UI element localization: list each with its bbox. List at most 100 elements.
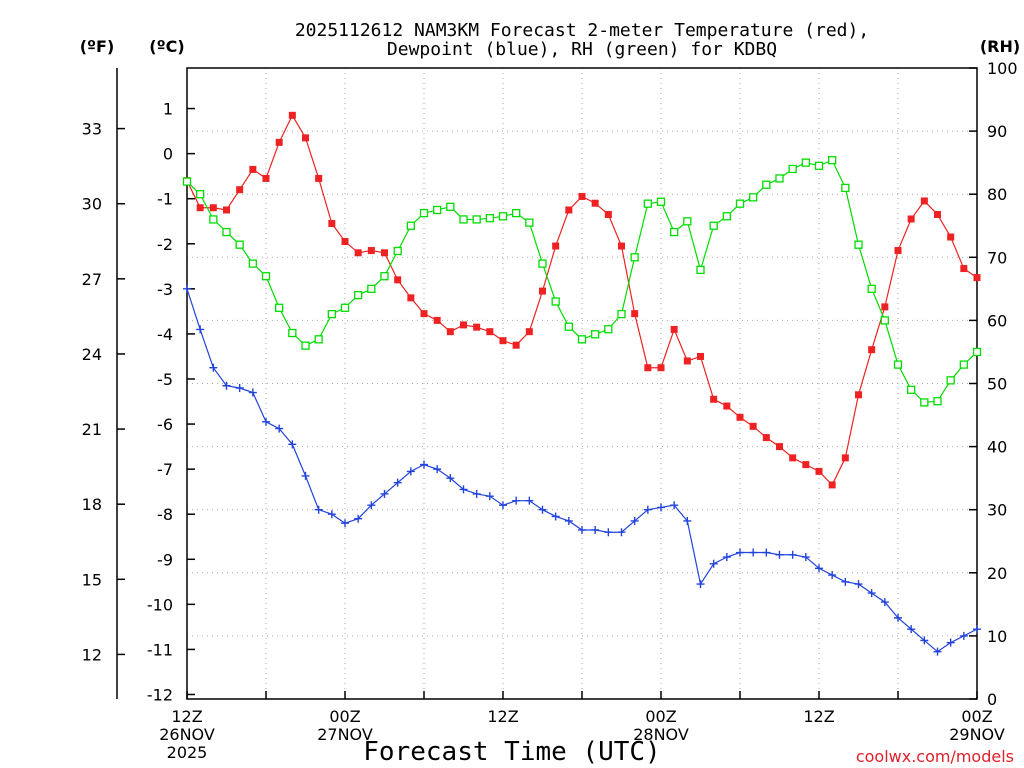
rh-point xyxy=(696,265,705,275)
celsius-tick-label: -11 xyxy=(147,640,173,659)
fahrenheit-tick-label: 18 xyxy=(82,495,102,514)
dewpoint-point xyxy=(736,548,744,557)
rh-point xyxy=(472,215,481,224)
axes xyxy=(116,67,978,700)
dewpoint-point xyxy=(183,284,191,293)
dewpoint-point xyxy=(459,485,468,494)
temperature-point xyxy=(473,323,481,331)
rh-tick-label: 10 xyxy=(987,627,1007,646)
dewpoint-point xyxy=(354,514,363,523)
temperature-point xyxy=(604,210,612,218)
rh-point xyxy=(946,376,955,385)
dewpoint-point xyxy=(222,381,231,390)
temperature-point xyxy=(525,328,533,336)
temperature-point xyxy=(855,391,862,399)
dewpoint-point xyxy=(894,613,902,622)
rh-point xyxy=(235,240,244,249)
fahrenheit-tick-label: 24 xyxy=(82,345,102,364)
dewpoint-point xyxy=(643,505,652,514)
rh-tick-label: 0 xyxy=(987,690,997,709)
rh-unit-label: (RH) xyxy=(980,37,1020,56)
celsius-tick-label: 1 xyxy=(163,100,173,119)
rh-point xyxy=(419,208,429,218)
celsius-tick-label: -5 xyxy=(157,370,173,389)
rh-point xyxy=(841,183,850,193)
dewpoint-point xyxy=(801,553,810,562)
x-tick-label: 28NOV xyxy=(633,725,689,744)
dewpoint-point xyxy=(235,384,244,393)
temperature-point xyxy=(960,265,968,273)
temperature-point xyxy=(868,346,876,354)
rh-point xyxy=(920,398,929,407)
dewpoint-point xyxy=(380,489,389,498)
x-tick-label: 29NOV xyxy=(949,725,1005,744)
x-tick-label: 12Z xyxy=(803,707,834,726)
fahrenheit-tick-label: 30 xyxy=(82,195,102,214)
dewpoint-point xyxy=(485,492,494,501)
dewpoint-point xyxy=(920,636,929,645)
rh-point xyxy=(972,347,982,357)
fahrenheit-unit-label: (ºF) xyxy=(80,37,115,56)
temperature-point xyxy=(275,138,283,146)
dewpoint-point xyxy=(420,460,428,469)
temperature-point xyxy=(776,443,783,451)
dewpoint-point xyxy=(670,501,679,510)
rh-point xyxy=(617,309,626,319)
temperature-point xyxy=(894,247,902,255)
rh-point xyxy=(433,205,442,215)
rh-point xyxy=(933,397,942,406)
temperature-point xyxy=(749,422,757,430)
dewpoint-point xyxy=(933,647,942,656)
dewpoint-point xyxy=(406,467,415,476)
rh-point xyxy=(551,297,560,306)
rh-point xyxy=(907,385,916,394)
temperature-point xyxy=(367,247,375,255)
rh-point xyxy=(327,309,336,319)
temperature-line xyxy=(186,114,978,486)
temperature-point xyxy=(315,174,323,182)
rh-point xyxy=(577,335,587,344)
rh-point xyxy=(301,341,310,350)
rh-point xyxy=(538,259,547,268)
dewpoint-point xyxy=(828,571,837,580)
rh-point xyxy=(367,284,376,294)
x-tick-label: 00Z xyxy=(961,707,992,726)
temperature-point xyxy=(499,337,507,345)
temperature-point xyxy=(394,276,402,284)
rh-tick-label: 100 xyxy=(987,59,1018,78)
dewpoint-point xyxy=(564,516,573,525)
dewpoint-point xyxy=(683,516,692,525)
celsius-tick-label: -2 xyxy=(157,235,173,254)
temperature-point xyxy=(249,165,257,173)
rh-point xyxy=(656,197,666,206)
dewpoint-point xyxy=(472,489,481,498)
temperature-point xyxy=(920,197,928,205)
rh-point xyxy=(393,246,402,256)
dewpoint-point xyxy=(854,580,863,589)
rh-tick-label: 40 xyxy=(987,438,1007,457)
temperature-point xyxy=(934,210,941,218)
temperature-point xyxy=(196,204,204,212)
temperature-point xyxy=(762,434,770,442)
dewpoint-point xyxy=(880,598,889,607)
celsius-tick-label: -10 xyxy=(147,595,173,614)
dewpoint-point xyxy=(512,496,521,505)
rh-point xyxy=(446,202,455,211)
celsius-tick-label: -3 xyxy=(157,280,173,299)
rh-point xyxy=(275,303,284,312)
rh-tick-label: 20 xyxy=(987,564,1007,583)
temperature-point xyxy=(631,310,639,318)
temperature-point xyxy=(539,287,546,295)
temperature-point xyxy=(618,242,625,250)
series xyxy=(182,111,982,656)
rh-tick-label: 70 xyxy=(987,248,1007,267)
rh-point xyxy=(222,227,231,237)
rh-tick-label: 90 xyxy=(987,122,1007,141)
dewpoint-point xyxy=(617,528,626,537)
x-tick-label: 12Z xyxy=(487,707,518,726)
x-tick-label: 26NOV xyxy=(159,725,215,744)
dewpoint-point xyxy=(538,505,547,514)
celsius-tick-label: -12 xyxy=(147,685,173,704)
temperature-point xyxy=(354,249,362,257)
